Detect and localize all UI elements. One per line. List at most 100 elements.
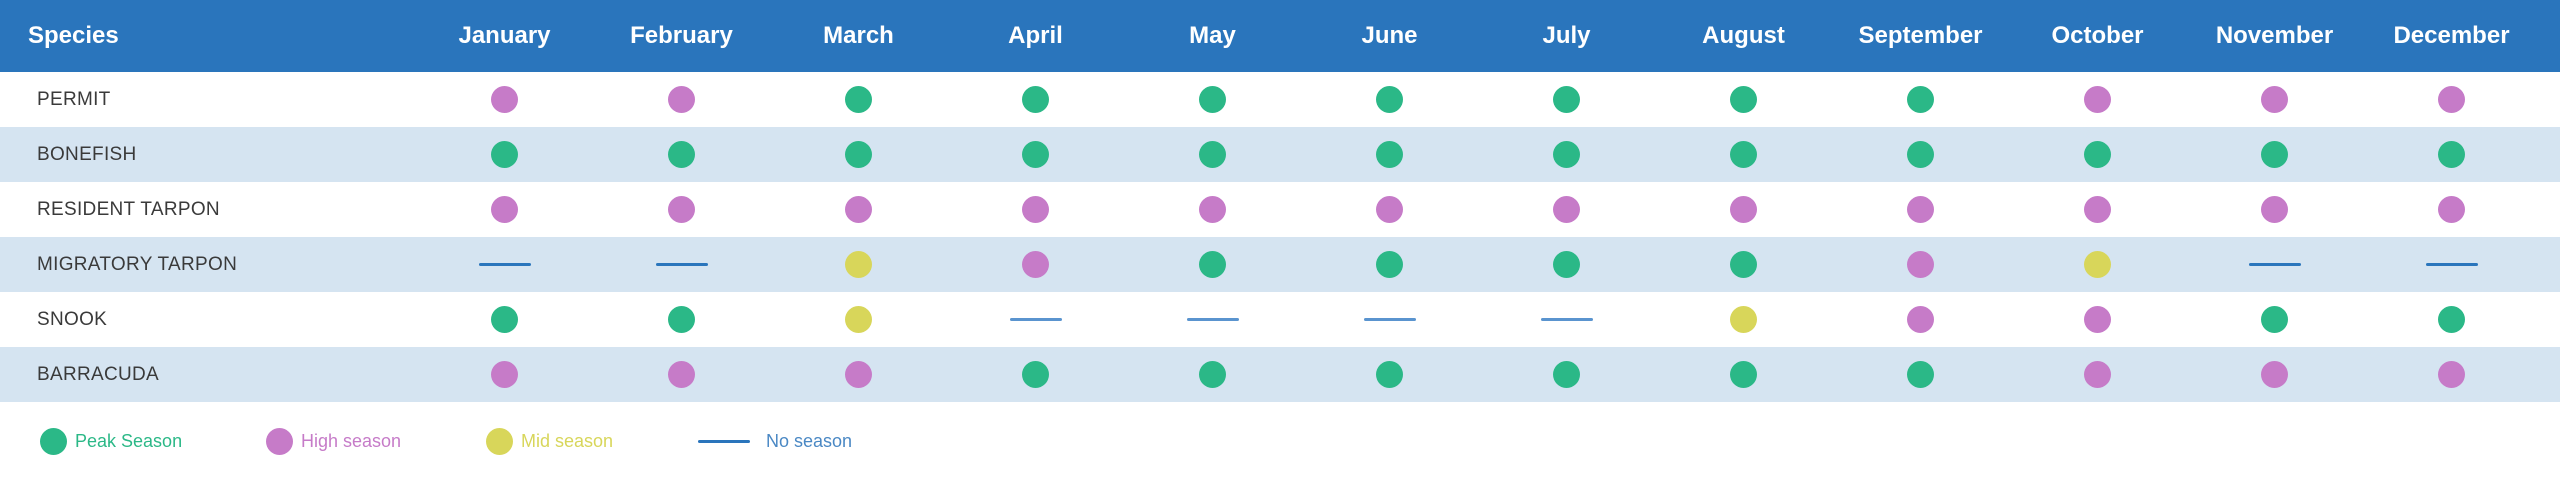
season-cell	[770, 251, 947, 278]
high-season-marker	[668, 196, 695, 223]
peak-season-marker	[2261, 306, 2288, 333]
season-cell	[2009, 141, 2186, 168]
season-cell	[2009, 251, 2186, 278]
season-cell	[2363, 141, 2540, 168]
month-header-august: August	[1702, 22, 1785, 49]
peak-season-marker	[1553, 141, 1580, 168]
peak-season-marker	[1376, 141, 1403, 168]
season-cell	[1478, 318, 1655, 321]
season-cell	[2186, 141, 2363, 168]
season-cell	[1478, 196, 1655, 223]
peak-season-marker	[1376, 86, 1403, 113]
peak-season-marker	[1730, 251, 1757, 278]
high-season-marker	[2084, 306, 2111, 333]
species-header: Species	[28, 22, 119, 49]
peak-season-marker	[1907, 361, 1934, 388]
season-cell	[1478, 251, 1655, 278]
high-season-marker	[1907, 306, 1934, 333]
season-cell	[1832, 361, 2009, 388]
season-table: Species January February March April May June…	[0, 0, 2560, 402]
peak-season-marker	[1730, 141, 1757, 168]
peak-season-marker	[1022, 141, 1049, 168]
peak-season-marker	[668, 306, 695, 333]
peak-season-marker	[1907, 86, 1934, 113]
season-cell	[1655, 361, 1832, 388]
no-season-marker	[1186, 318, 1239, 321]
peak-season-marker	[1199, 361, 1226, 388]
table-header: Species January February March April May June…	[0, 0, 2560, 72]
season-cell	[1124, 141, 1301, 168]
season-cell	[416, 141, 593, 168]
season-cell	[1655, 306, 1832, 333]
table-row: BARRACUDA	[0, 347, 2560, 402]
table-row: PERMIT	[0, 72, 2560, 127]
season-cell	[947, 141, 1124, 168]
season-cell	[2186, 361, 2363, 388]
no-season-marker	[1540, 318, 1593, 321]
peak-season-marker	[1199, 86, 1226, 113]
table-row: BONEFISH	[0, 127, 2560, 182]
legend-none-marker	[698, 439, 750, 443]
high-season-marker	[1022, 251, 1049, 278]
season-cell	[416, 196, 593, 223]
season-cell	[770, 141, 947, 168]
peak-season-marker	[491, 306, 518, 333]
season-cell	[1832, 306, 2009, 333]
high-season-marker	[845, 361, 872, 388]
month-header-september: September	[1858, 22, 1983, 49]
mid-season-marker	[1730, 306, 1757, 333]
high-season-marker	[2438, 86, 2465, 113]
month-header-march: March	[823, 22, 894, 49]
peak-season-marker	[1199, 141, 1226, 168]
season-cell	[947, 251, 1124, 278]
peak-season-marker	[1553, 251, 1580, 278]
season-cell	[2186, 196, 2363, 223]
high-season-marker	[2261, 196, 2288, 223]
high-season-marker	[2438, 196, 2465, 223]
season-cell	[593, 141, 770, 168]
season-cell	[2186, 306, 2363, 333]
legend-high-label: High season	[301, 430, 402, 451]
no-season-marker	[1363, 318, 1416, 321]
season-cell	[1655, 196, 1832, 223]
high-season-marker	[2261, 86, 2288, 113]
season-cell	[1124, 251, 1301, 278]
mid-season-marker	[845, 251, 872, 278]
high-season-marker	[1553, 196, 1580, 223]
season-cell	[593, 306, 770, 333]
no-season-marker	[478, 263, 531, 266]
season-cell	[593, 361, 770, 388]
legend-mid-label: Mid season	[521, 430, 614, 451]
season-cell	[2363, 86, 2540, 113]
season-cell	[2363, 306, 2540, 333]
season-cell	[416, 86, 593, 113]
month-header-may: May	[1189, 22, 1236, 49]
season-cell	[416, 306, 593, 333]
high-season-marker	[2084, 86, 2111, 113]
season-cell	[1655, 141, 1832, 168]
season-cell	[593, 196, 770, 223]
month-header-november: November	[2215, 22, 2334, 49]
peak-season-marker	[2438, 306, 2465, 333]
high-season-marker	[491, 86, 518, 113]
table-row: RESIDENT TARPON	[0, 182, 2560, 237]
month-header-january: January	[458, 22, 551, 49]
peak-season-marker	[1730, 86, 1757, 113]
month-header-october: October	[2051, 22, 2144, 49]
peak-season-marker	[2438, 141, 2465, 168]
peak-season-marker	[1376, 251, 1403, 278]
season-cell	[2186, 263, 2363, 266]
season-cell	[1832, 196, 2009, 223]
season-cell	[416, 361, 593, 388]
high-season-marker	[2261, 361, 2288, 388]
season-cell	[1478, 361, 1655, 388]
high-season-marker	[2084, 361, 2111, 388]
season-cell	[1655, 86, 1832, 113]
season-cell	[1301, 141, 1478, 168]
season-cell	[2363, 196, 2540, 223]
season-cell	[1124, 196, 1301, 223]
month-header-february: February	[630, 22, 733, 49]
legend-peak-label: Peak Season	[75, 430, 183, 451]
season-cell	[770, 361, 947, 388]
month-header-december: December	[2393, 22, 2510, 49]
